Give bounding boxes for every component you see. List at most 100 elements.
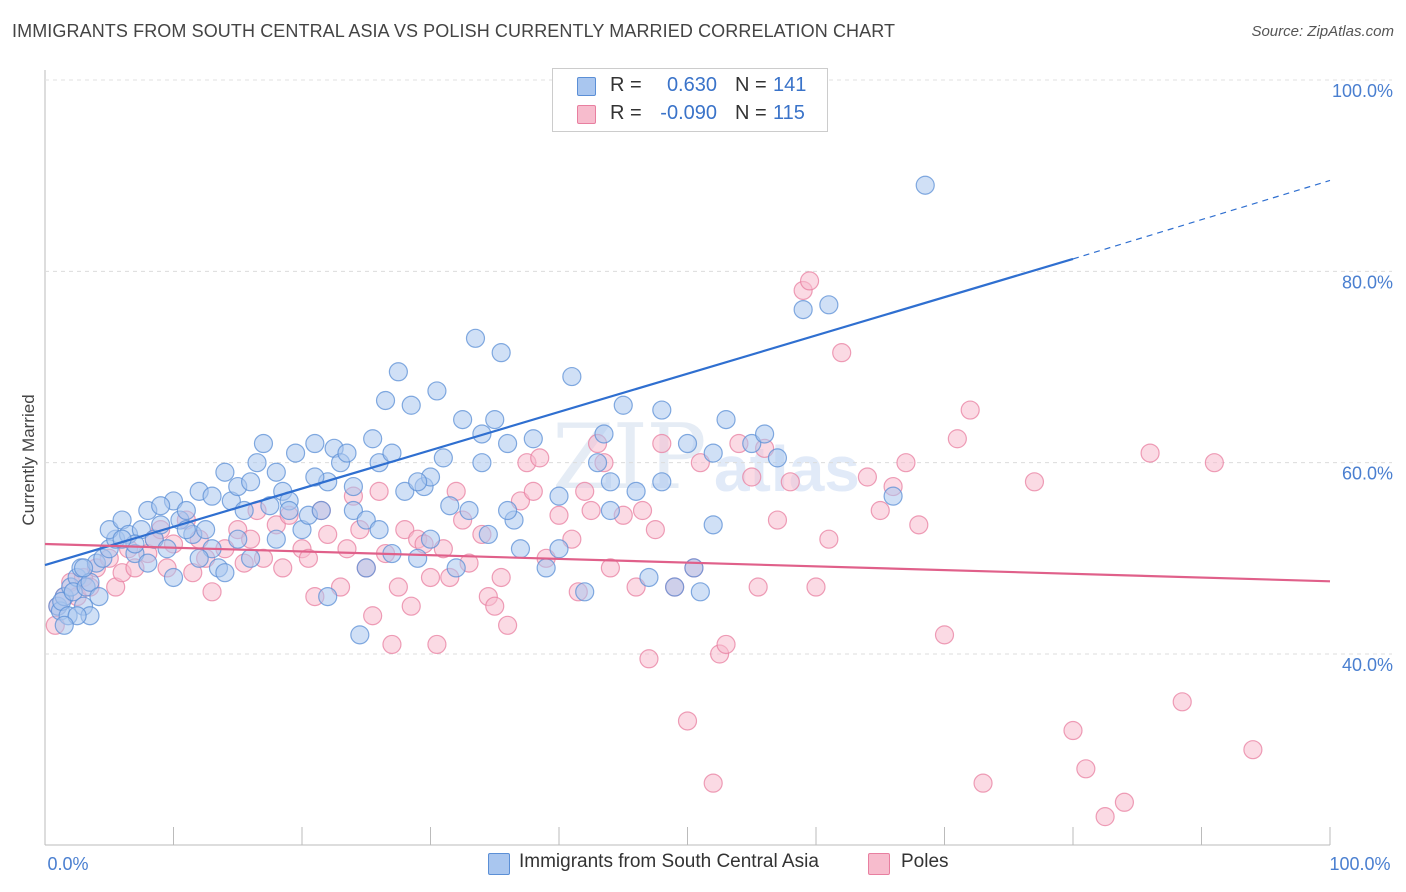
data-point-poles (748, 577, 768, 597)
data-point-poles (909, 515, 929, 535)
data-point-south-central-asia (408, 548, 428, 568)
data-point-poles (780, 472, 800, 492)
data-point-poles (1063, 720, 1083, 741)
data-point-south-central-asia (742, 433, 762, 454)
data-point-poles (742, 467, 762, 487)
data-point-south-central-asia (510, 539, 531, 559)
data-point-south-central-asia (703, 443, 723, 463)
data-point-poles (639, 649, 659, 669)
data-point-south-central-asia (446, 558, 466, 578)
data-point-south-central-asia (587, 453, 608, 473)
data-point-south-central-asia (363, 429, 383, 449)
data-point-poles (973, 773, 993, 793)
data-point-south-central-asia (54, 615, 74, 635)
data-point-south-central-asia (536, 558, 556, 578)
data-point-poles (600, 558, 621, 578)
data-point-south-central-asia (266, 462, 286, 482)
data-point-south-central-asia (202, 486, 222, 506)
data-point-south-central-asia (176, 500, 196, 521)
data-point-poles (420, 567, 441, 588)
data-point-south-central-asia (228, 529, 248, 549)
chart-title: IMMIGRANTS FROM SOUTH CENTRAL ASIA VS PO… (12, 21, 896, 41)
data-point-poles (626, 577, 646, 597)
data-point-south-central-asia (703, 515, 723, 535)
data-point-poles (1114, 792, 1135, 812)
bottom-legend-swatch-2 (868, 853, 890, 875)
data-point-south-central-asia (279, 500, 299, 521)
data-point-poles (703, 773, 723, 793)
data-point-poles (799, 271, 820, 291)
data-point-south-central-asia (690, 582, 710, 602)
data-point-poles (1095, 807, 1115, 827)
data-point-south-central-asia (408, 472, 428, 492)
data-point-poles (330, 577, 351, 597)
data-point-poles (562, 529, 582, 549)
data-point-south-central-asia (523, 429, 543, 449)
data-point-south-central-asia (241, 548, 261, 568)
data-point-south-central-asia (883, 486, 903, 506)
data-point-south-central-asia (613, 395, 633, 415)
bottom-legend-swatch-1 (488, 853, 510, 875)
data-point-poles (857, 467, 878, 487)
data-point-south-central-asia (247, 453, 267, 473)
data-point-south-central-asia (440, 496, 460, 516)
data-point-poles (632, 500, 653, 521)
y-tick-label: 60.0% (1342, 464, 1393, 484)
y-tick-label: 80.0% (1342, 272, 1393, 292)
data-point-south-central-asia (819, 295, 839, 315)
data-point-south-central-asia (260, 496, 280, 516)
data-point-south-central-asia (652, 400, 672, 420)
data-point-poles (767, 510, 788, 530)
data-point-poles (947, 429, 967, 449)
data-point-poles (273, 558, 293, 578)
source-label: Source: ZipAtlas.com (1251, 23, 1394, 40)
legend-swatch-series-2 (577, 105, 596, 124)
data-point-south-central-asia (266, 529, 286, 549)
data-point-south-central-asia (677, 433, 698, 454)
legend-n-value: 115 (773, 102, 805, 124)
x-tick-label-min: 0.0% (47, 854, 88, 874)
data-point-poles (530, 448, 550, 468)
data-point-south-central-asia (350, 625, 370, 645)
legend-r-label: R = (610, 102, 642, 124)
data-point-south-central-asia (575, 582, 595, 602)
data-point-poles (1024, 472, 1045, 492)
data-point-poles (433, 539, 453, 559)
legend-n-label: N = (735, 74, 767, 96)
data-point-poles (645, 520, 665, 540)
y-tick-label: 40.0% (1342, 655, 1393, 675)
data-point-south-central-asia (626, 481, 646, 501)
data-point-poles (510, 491, 531, 511)
data-point-poles (549, 505, 569, 525)
data-point-south-central-asia (343, 476, 363, 497)
y-tick-label: 100.0% (1332, 81, 1393, 101)
data-point-south-central-asia (311, 500, 331, 521)
data-point-poles (388, 577, 408, 597)
data-point-poles (806, 577, 826, 597)
data-point-south-central-asia (285, 443, 306, 463)
data-point-poles (575, 481, 595, 501)
data-point-poles (523, 481, 543, 501)
data-point-south-central-asia (915, 175, 935, 195)
data-point-south-central-asia (189, 548, 209, 568)
legend-r-label: R = (610, 74, 642, 96)
data-point-south-central-asia (253, 433, 274, 454)
data-point-south-central-asia (491, 343, 511, 363)
data-point-south-central-asia (163, 567, 184, 588)
data-point-south-central-asia (420, 529, 441, 549)
data-point-south-central-asia (459, 500, 479, 521)
data-point-south-central-asia (600, 500, 621, 521)
trendline-south-central-asia-extension (1072, 179, 1331, 260)
data-point-poles (318, 524, 338, 545)
x-tick-label-max: 100.0% (1329, 854, 1390, 874)
data-point-south-central-asia (356, 558, 376, 578)
data-point-south-central-asia (401, 395, 421, 415)
data-point-poles (363, 606, 383, 626)
data-point-south-central-asia (793, 300, 813, 320)
trendline-poles (44, 542, 1331, 583)
data-point-south-central-asia (73, 558, 94, 578)
data-point-south-central-asia (472, 453, 492, 473)
data-point-poles (1172, 692, 1192, 712)
data-point-south-central-asia (395, 481, 415, 501)
data-point-poles (960, 400, 980, 420)
